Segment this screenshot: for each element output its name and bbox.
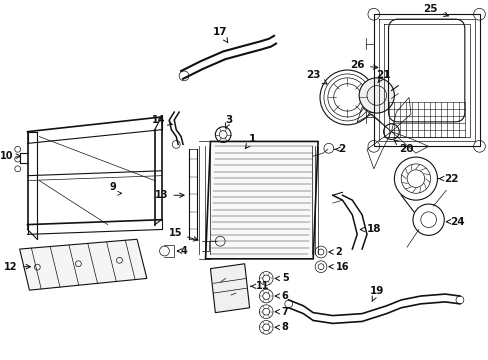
Text: 4: 4 xyxy=(177,246,187,256)
Text: 10: 10 xyxy=(0,151,20,161)
Text: 18: 18 xyxy=(360,225,381,234)
Text: 26: 26 xyxy=(350,60,377,70)
Text: 15: 15 xyxy=(168,228,198,241)
Text: 23: 23 xyxy=(306,70,326,84)
Text: 12: 12 xyxy=(4,262,30,272)
Text: 16: 16 xyxy=(328,262,348,272)
Text: 7: 7 xyxy=(275,307,288,317)
Text: 17: 17 xyxy=(212,27,227,42)
Text: 25: 25 xyxy=(423,4,447,17)
Text: 2: 2 xyxy=(334,144,344,154)
Text: 22: 22 xyxy=(438,174,458,184)
Text: 6: 6 xyxy=(275,291,288,301)
Polygon shape xyxy=(20,239,146,290)
Text: 24: 24 xyxy=(446,217,464,227)
Text: 11: 11 xyxy=(250,281,269,291)
Text: 20: 20 xyxy=(393,140,413,154)
Text: 13: 13 xyxy=(155,190,183,200)
Text: 5: 5 xyxy=(275,273,288,283)
Polygon shape xyxy=(210,264,249,312)
Text: 2: 2 xyxy=(328,247,342,257)
Polygon shape xyxy=(205,141,317,259)
Text: 3: 3 xyxy=(225,115,232,128)
Text: 14: 14 xyxy=(152,115,172,125)
Text: 8: 8 xyxy=(275,322,288,332)
Text: 1: 1 xyxy=(245,135,256,148)
Text: 9: 9 xyxy=(109,183,116,192)
Circle shape xyxy=(358,78,394,113)
Text: 21: 21 xyxy=(376,70,390,83)
Text: 19: 19 xyxy=(369,286,383,301)
